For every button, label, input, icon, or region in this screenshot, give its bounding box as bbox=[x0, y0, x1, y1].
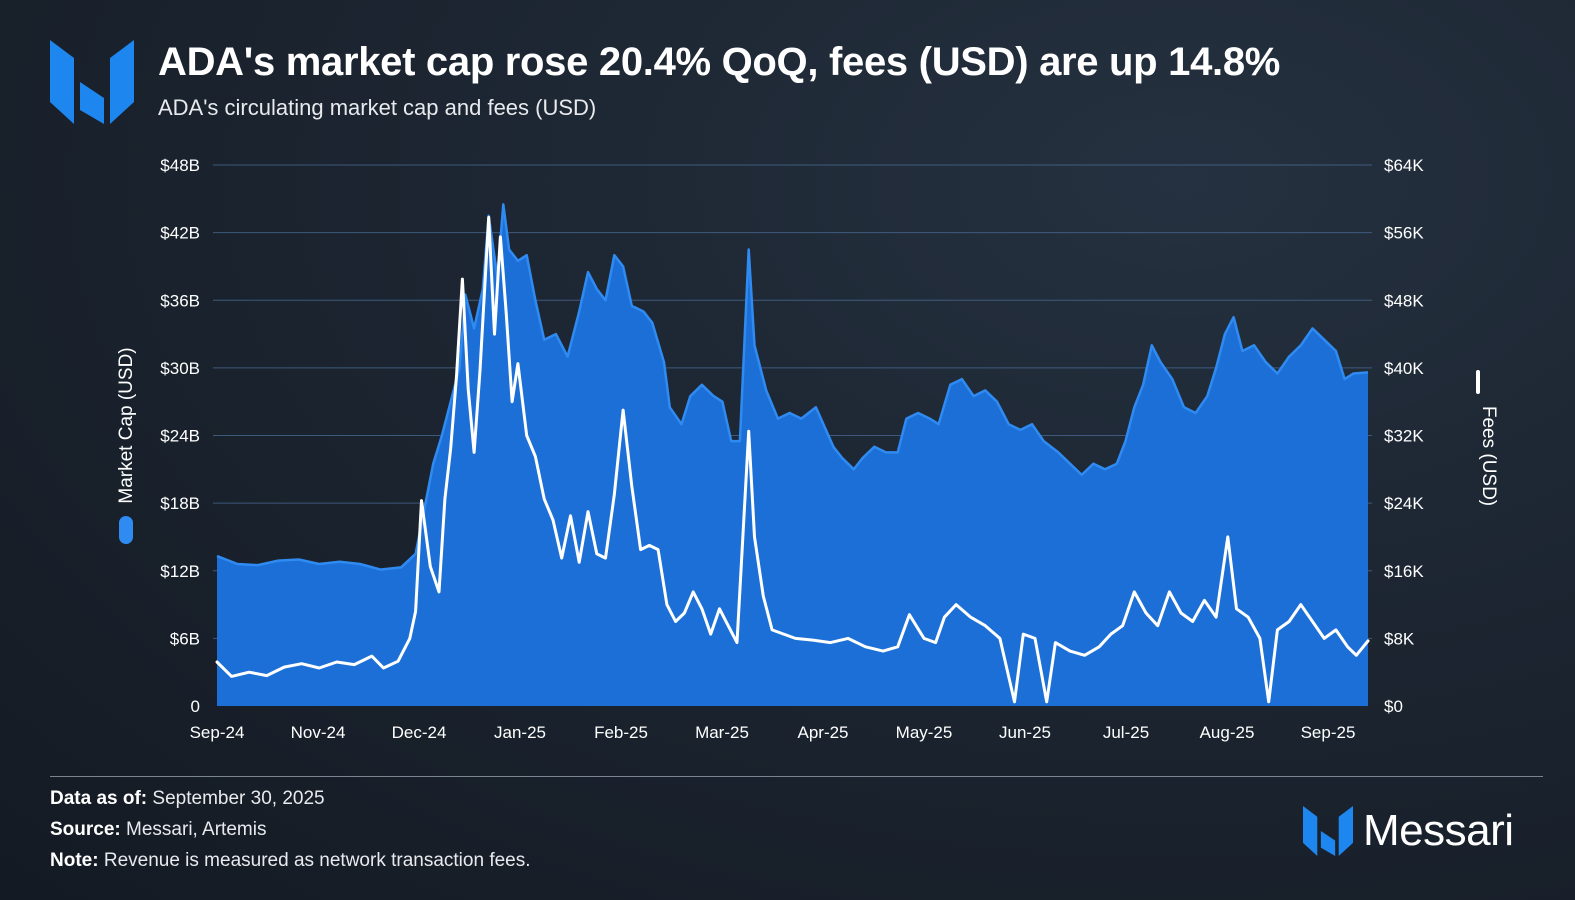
x-tick-label: Sep-25 bbox=[1301, 723, 1356, 742]
messari-logo-icon bbox=[50, 40, 134, 124]
y-right-tick-label: $64K bbox=[1384, 156, 1424, 175]
brand-logo: Messari bbox=[1303, 806, 1514, 856]
footer-note: Note: Revenue is measured as network tra… bbox=[50, 850, 531, 872]
market-cap-series bbox=[216, 203, 1369, 706]
y-left-tick-label: 0 bbox=[191, 697, 200, 716]
x-tick-label: Jan-25 bbox=[494, 723, 546, 742]
chart-subtitle: ADA's circulating market cap and fees (U… bbox=[158, 95, 597, 120]
market-cap-area bbox=[217, 204, 1368, 706]
x-tick-label: Mar-25 bbox=[695, 723, 749, 742]
chart-svg: 0 $6B $12B $18B $24B $30B $36B $42B $48B $0 $8K $1… bbox=[116, 156, 1499, 742]
note-value: Revenue is measured as network transacti… bbox=[103, 850, 531, 871]
y-right-tick-label: $16K bbox=[1384, 562, 1424, 581]
footer-source: Source: Messari, Artemis bbox=[50, 819, 266, 841]
chart-title: ADA's market cap rose 20.4% QoQ, fees (U… bbox=[158, 40, 1281, 84]
y-left-tick-label: $48B bbox=[160, 156, 200, 175]
axis-titles: Market Cap (USD) Fees (USD) bbox=[116, 347, 1499, 544]
market-cap-legend-swatch bbox=[119, 516, 133, 544]
market-cap-line bbox=[216, 203, 1369, 571]
brand-name: Messari bbox=[1363, 806, 1514, 855]
footer-data-as-of: Data as of: September 30, 2025 bbox=[50, 788, 325, 810]
source-label: Source: bbox=[50, 819, 121, 840]
x-tick-labels: Sep-24 Nov-24 Dec-24 Jan-25 Feb-25 Mar-25 Apr-… bbox=[190, 723, 1356, 742]
footer-divider bbox=[50, 776, 1543, 777]
y-left-tick-label: $6B bbox=[170, 629, 200, 648]
y-left-tick-labels: 0 $6B $12B $18B $24B $30B $36B $42B $48B bbox=[160, 156, 200, 716]
x-tick-label: Sep-24 bbox=[190, 723, 245, 742]
y-left-tick-label: $30B bbox=[160, 359, 200, 378]
y-right-axis-title: Fees (USD) bbox=[1478, 406, 1499, 506]
fees-series bbox=[215, 215, 1370, 704]
x-tick-label: Jun-25 bbox=[999, 723, 1051, 742]
data-as-of-value: September 30, 2025 bbox=[152, 788, 325, 809]
y-left-tick-label: $18B bbox=[160, 494, 200, 513]
y-right-tick-label: $56K bbox=[1384, 224, 1424, 243]
y-left-tick-label: $42B bbox=[160, 224, 200, 243]
x-tick-label: Jul-25 bbox=[1103, 723, 1149, 742]
x-tick-label: Dec-24 bbox=[392, 723, 447, 742]
y-right-tick-label: $40K bbox=[1384, 359, 1424, 378]
fees-line bbox=[215, 215, 1370, 704]
fees-legend-swatch bbox=[1476, 370, 1480, 394]
messari-logo-icon bbox=[1303, 806, 1353, 856]
x-tick-label: May-25 bbox=[896, 723, 953, 742]
x-tick-label: Nov-24 bbox=[291, 723, 346, 742]
note-label: Note: bbox=[50, 850, 99, 871]
y-left-tick-label: $24B bbox=[160, 427, 200, 446]
x-tick-label: Apr-25 bbox=[797, 723, 848, 742]
y-right-tick-label: $32K bbox=[1384, 427, 1424, 446]
y-right-tick-label: $48K bbox=[1384, 291, 1424, 310]
source-value: Messari, Artemis bbox=[126, 819, 267, 840]
x-tick-label: Feb-25 bbox=[594, 723, 648, 742]
x-tick-label: Aug-25 bbox=[1200, 723, 1255, 742]
y-left-axis-title: Market Cap (USD) bbox=[116, 347, 137, 503]
y-right-tick-label: $0 bbox=[1384, 697, 1403, 716]
data-as-of-label: Data as of: bbox=[50, 788, 148, 809]
y-right-tick-label: $24K bbox=[1384, 494, 1424, 513]
y-right-tick-labels: $0 $8K $16K $24K $32K $40K $48K $56K $64K bbox=[1384, 156, 1424, 716]
y-right-tick-label: $8K bbox=[1384, 629, 1415, 648]
y-left-tick-label: $36B bbox=[160, 291, 200, 310]
y-left-tick-label: $12B bbox=[160, 562, 200, 581]
